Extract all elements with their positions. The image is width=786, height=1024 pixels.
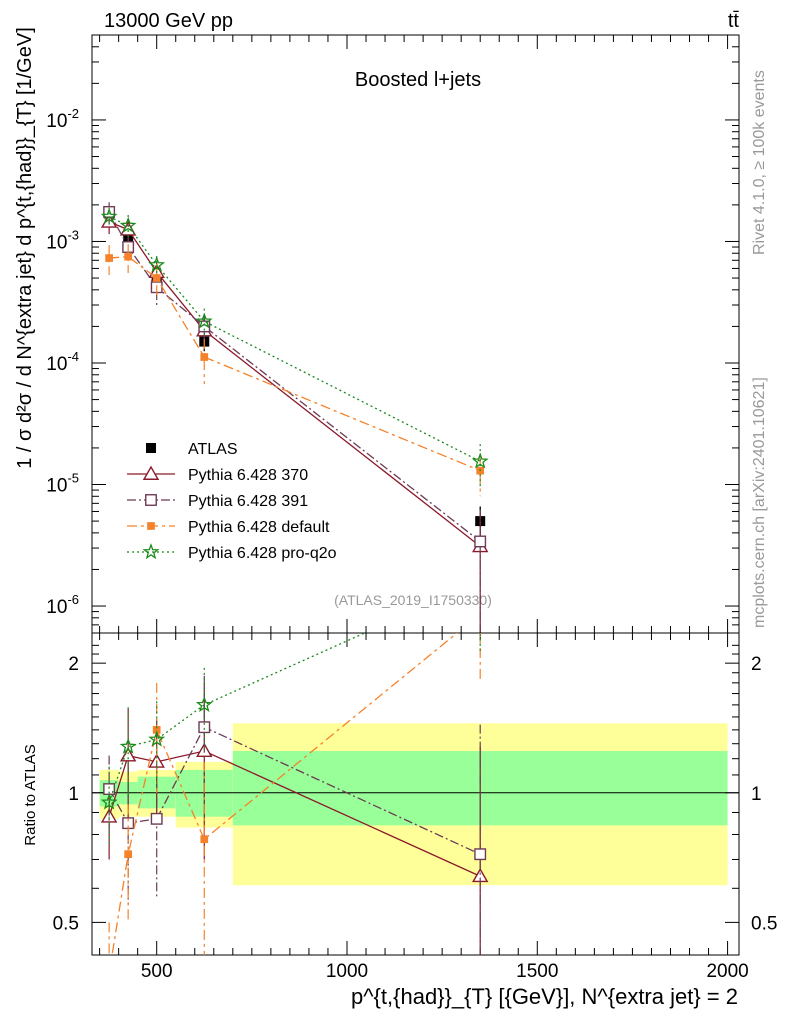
legend-entry: Pythia 6.428 pro-q2o [127,543,337,562]
legend-label: Pythia 6.428 391 [188,493,308,510]
y-tick-label: 10-4 [46,349,79,375]
legend-entry: ATLAS [146,441,238,458]
ratio-y-tick-label: 1 [68,784,79,805]
ratio-panel: 500 1000 1500 2000 0.5 0.5 1 1 2 2 [53,632,777,982]
analysis-watermark: (ATLAS_2019_I1750330) [334,592,492,608]
marker-star [119,737,137,754]
legend-entry: Pythia 6.428 370 [127,465,308,484]
mcplots-reference-label: mcplots.cern.ch [arXiv:2401.10621] [751,377,768,628]
y-tick-label: 10-5 [46,471,79,497]
marker-open-square [150,812,163,825]
marker-open-square [474,535,487,548]
marker-star [148,730,166,747]
marker-square [124,850,133,859]
series-line-2 [109,255,481,472]
legend-label: Pythia 6.428 pro-q2o [188,545,337,562]
marker-star [148,256,166,273]
marker-open-square [145,494,157,506]
marker-square [105,970,113,978]
ratio-y-tick-label-right: 2 [751,654,762,675]
ratio-line-1 [108,726,481,855]
ratio-series [100,633,489,978]
legend-entry: Pythia 6.428 391 [127,493,308,510]
marker-star [100,793,118,810]
marker-square [105,254,113,262]
ratio-y-axis-label: Ratio to ATLAS [22,744,39,845]
marker-square [200,835,209,844]
legend-label: ATLAS [188,441,238,458]
x-tick-label: 2000 [706,961,748,982]
main-series [100,202,489,633]
marker-triangle [142,465,160,480]
legend-entry: Pythia 6.428 default [127,519,330,536]
main-frame [91,34,740,634]
marker-square [124,252,133,261]
x-tick-label: 1000 [326,961,368,982]
series-line-3 [108,216,481,462]
ratio-frame [91,632,740,956]
marker-square [147,522,155,530]
marker-square [152,726,161,734]
y-tick-label: 10-3 [46,227,79,253]
marker-star [142,543,160,560]
header-process-label: tt̄ [728,10,740,32]
ratio-y-tick-label: 2 [68,654,79,675]
legend-label: Pythia 6.428 370 [188,467,308,484]
marker-star [195,312,213,329]
y-tick-label: 10-2 [46,106,79,132]
legend-label: Pythia 6.428 default [188,519,330,536]
x-tick-label: 1500 [516,961,558,982]
ratio-y-tick-label-right: 0.5 [751,913,777,934]
y-axis-label: 1 / σ d²σ / d N^{extra jet} d p^{t,{had}… [14,27,36,469]
marker-open-square [198,320,211,333]
rivet-version-label: Rivet 4.1.0, ≥ 100k events [751,70,768,255]
marker-star [471,452,489,469]
marker-triangle [119,747,137,762]
header-energy-label: 13000 GeV pp [104,10,233,32]
marker-square [200,353,209,361]
y-tick-label: 10-6 [46,592,79,618]
marker-star [100,207,118,224]
ratio-y-tick-label: 0.5 [53,913,79,934]
marker-square [152,274,161,282]
marker-star [195,696,213,712]
marker-open-square [474,848,487,861]
chart-title: Boosted l+jets [355,69,481,91]
x-axis-label: p^{t,{had}}_{T} [{GeV}], N^{extra jet} =… [351,984,738,1009]
legend: ATLAS Pythia 6.428 370 Pythia 6.428 391 Pyt… [127,441,337,562]
ratio-line-2 [111,633,459,955]
marker-data [146,443,156,453]
x-tick-label: 500 [141,961,173,982]
ratio-y-tick-label-right: 1 [751,784,762,805]
marker-open-square [198,721,211,734]
marker-star [119,216,137,233]
